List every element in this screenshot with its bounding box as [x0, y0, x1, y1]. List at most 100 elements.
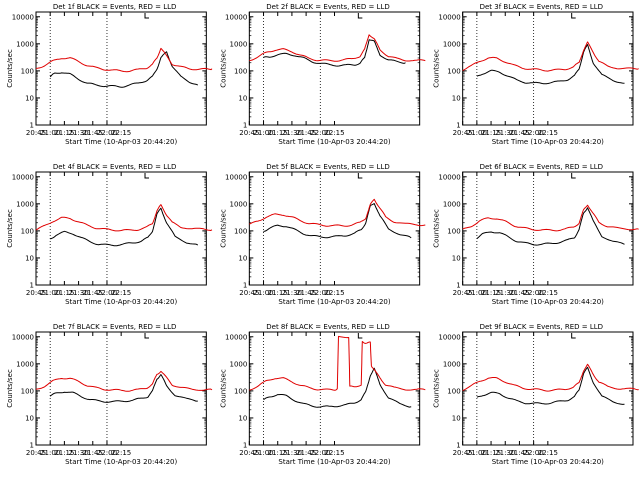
plot-frame — [35, 171, 207, 286]
y-tick-label: 1 — [243, 122, 247, 130]
y-tick-label: 10 — [452, 94, 461, 102]
x-tick-label: 21:45 — [296, 129, 316, 137]
x-tick-label: 21:45 — [509, 449, 529, 457]
y-tick-label: 100 — [21, 227, 34, 235]
top-bracket-mark — [571, 13, 576, 19]
x-tick-label: 22:00 — [524, 449, 544, 457]
y-axis-label: Counts/sec — [433, 209, 441, 248]
x-tick-label: 21:45 — [83, 449, 103, 457]
y-tick-label: 1000 — [443, 360, 461, 368]
y-tick-label: 10000 — [12, 333, 34, 341]
x-tick-label: 21:30 — [282, 289, 302, 297]
top-bracket-mark — [357, 173, 363, 179]
x-tick-label: 20:45 — [453, 449, 473, 457]
x-tick-label: 21:30 — [495, 449, 515, 457]
y-tick-label: 100 — [234, 387, 247, 395]
series-line-events — [263, 367, 412, 408]
x-tick-label: 21:00 — [253, 449, 273, 457]
y-tick-label: 1000 — [230, 360, 248, 368]
x-axis-label: Start Time (10-Apr-03 20:44:20) — [65, 298, 177, 306]
series-line-events — [476, 44, 625, 85]
plot-frame — [35, 331, 207, 446]
x-tick-label: 21:15 — [481, 449, 501, 457]
series-line-events — [50, 207, 199, 247]
chart-title: Det 4f BLACK = Events, RED = LLD — [53, 163, 176, 171]
chart-panel-9: Det 9f BLACK = Events, RED = LLD 1 10 100 10… — [433, 323, 639, 466]
series-line-lld — [462, 204, 639, 232]
x-tick-label: 20:45 — [26, 289, 46, 297]
y-tick-label: 10 — [25, 94, 34, 102]
y-axis-label: Counts/sec — [433, 49, 441, 88]
chart-title: Det 3f BLACK = Events, RED = LLD — [480, 3, 603, 11]
y-tick-label: 10000 — [12, 173, 34, 181]
chart-title: Det 2f BLACK = Events, RED = LLD — [266, 3, 389, 11]
top-bracket-mark — [144, 333, 150, 339]
x-tick-label: 22:00 — [97, 289, 117, 297]
x-tick-label: 20:45 — [239, 449, 259, 457]
y-tick-label: 1000 — [443, 200, 461, 208]
x-tick-label: 22:15 — [538, 289, 558, 297]
x-tick-label: 21:45 — [296, 449, 316, 457]
chart-panel-7: Det 7f BLACK = Events, RED = LLD 1 10 100 10… — [6, 323, 213, 466]
chart-panel-4: Det 4f BLACK = Events, RED = LLD 1 10 100 10… — [6, 163, 213, 306]
x-tick-label: 21:30 — [495, 129, 515, 137]
x-tick-label: 22:15 — [538, 449, 558, 457]
x-tick-label: 22:00 — [310, 449, 330, 457]
chart-panel-2: Det 2f BLACK = Events, RED = LLD 1 10 100 10… — [219, 3, 426, 146]
x-tick-label: 21:00 — [253, 289, 273, 297]
y-tick-label: 1 — [456, 442, 460, 450]
y-tick-label: 100 — [234, 227, 247, 235]
chart-title: Det 1f BLACK = Events, RED = LLD — [53, 3, 176, 11]
x-tick-label: 22:15 — [111, 289, 131, 297]
x-tick-label: 22:00 — [97, 449, 117, 457]
x-tick-label: 21:45 — [509, 129, 529, 137]
x-tick-label: 21:15 — [54, 289, 74, 297]
y-tick-label: 10000 — [225, 333, 247, 341]
y-tick-label: 10 — [452, 414, 461, 422]
y-tick-label: 100 — [447, 67, 460, 75]
plot-frame — [462, 331, 634, 446]
top-bracket-mark — [571, 173, 576, 179]
y-tick-label: 10 — [238, 254, 247, 262]
x-tick-label: 22:15 — [324, 449, 344, 457]
series-line-events — [263, 203, 412, 239]
x-tick-label: 22:15 — [111, 129, 131, 137]
x-tick-label: 21:15 — [481, 289, 501, 297]
chart-panel-5: Det 5f BLACK = Events, RED = LLD 1 10 100 10… — [219, 163, 426, 306]
chart-title: Det 7f BLACK = Events, RED = LLD — [53, 323, 176, 331]
y-tick-label: 1000 — [443, 40, 461, 48]
y-tick-label: 1 — [243, 282, 247, 290]
y-tick-label: 1 — [456, 282, 460, 290]
y-tick-label: 10 — [238, 414, 247, 422]
x-tick-label: 21:00 — [467, 449, 487, 457]
plot-frame — [248, 171, 421, 286]
x-tick-label: 21:15 — [268, 129, 288, 137]
y-tick-label: 1 — [243, 442, 247, 450]
series-line-lld — [35, 47, 213, 73]
y-tick-label: 10000 — [438, 13, 460, 21]
x-tick-label: 20:45 — [239, 289, 259, 297]
y-tick-label: 1000 — [230, 200, 248, 208]
y-axis-label: Counts/sec — [219, 369, 227, 408]
top-bracket-mark — [144, 13, 150, 19]
chart-title: Det 8f BLACK = Events, RED = LLD — [266, 323, 389, 331]
x-tick-label: 21:00 — [40, 129, 60, 137]
x-tick-label: 22:00 — [97, 129, 117, 137]
y-tick-label: 1000 — [16, 200, 34, 208]
y-tick-label: 100 — [447, 387, 460, 395]
x-tick-label: 21:15 — [54, 449, 74, 457]
x-tick-label: 22:00 — [310, 289, 330, 297]
y-tick-label: 10 — [25, 414, 34, 422]
top-bracket-mark — [144, 173, 150, 179]
series-line-events — [263, 39, 406, 67]
y-tick-label: 1 — [456, 122, 460, 130]
plot-frame — [462, 171, 634, 286]
y-tick-label: 1000 — [16, 360, 34, 368]
x-tick-label: 21:00 — [467, 129, 487, 137]
y-tick-label: 10 — [238, 94, 247, 102]
y-tick-label: 10000 — [438, 333, 460, 341]
x-tick-label: 21:00 — [40, 449, 60, 457]
x-tick-label: 20:45 — [453, 129, 473, 137]
y-tick-label: 1 — [30, 282, 34, 290]
